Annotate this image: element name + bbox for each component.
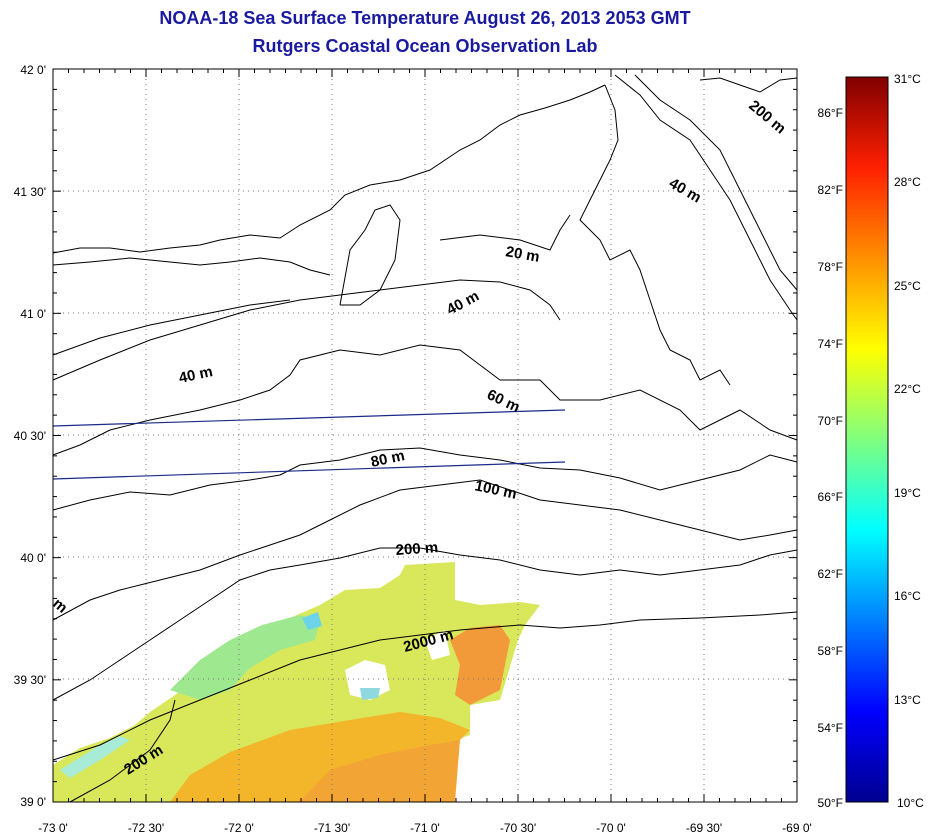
fahrenheit-label: 50°F [818,796,843,810]
fahrenheit-label: 54°F [818,721,843,735]
lat-label: 40 0' [20,551,46,565]
contour-label: 200 m [745,97,789,137]
celsius-label: 22°C [894,382,921,396]
celsius-label: 16°C [894,589,921,603]
fahrenheit-label: 82°F [818,183,843,197]
lon-label: -69 0' [782,821,812,835]
map-title: NOAA-18 Sea Surface Temperature August 2… [159,8,691,28]
celsius-label: 10°C [897,796,924,810]
lat-label: 40 30' [14,429,46,443]
lon-label: -72 0' [224,821,254,835]
contour-label: 40 m [444,287,482,318]
fahrenheit-label: 66°F [818,490,843,504]
fahrenheit-label: 70°F [818,414,843,428]
contour-label: 200 m [395,539,439,559]
contour-label: 40 m [666,175,704,207]
lat-label: 42 0' [20,63,46,77]
celsius-label: 13°C [894,693,921,707]
contour-label: 20 m [504,243,541,266]
lon-label: -70 0' [596,821,626,835]
fahrenheit-label: 62°F [818,567,843,581]
fahrenheit-label: 74°F [818,337,843,351]
colorbar [845,76,889,803]
lon-label: -69 30' [686,821,722,835]
fahrenheit-label: 58°F [818,644,843,658]
coastline [52,84,731,386]
lat-label: 39 0' [20,795,46,809]
longitude-labels: -73 0' -72 30' -72 0' -71 30' -71 0' -70… [38,821,812,835]
axis-ticks [52,68,798,803]
celsius-label: 25°C [894,279,921,293]
lon-label: -71 0' [410,821,440,835]
lon-label: -71 30' [314,821,350,835]
contour-label: 100 m [473,477,518,502]
celsius-label: 19°C [894,486,921,500]
lat-label: 39 30' [14,673,46,687]
transect-lines [52,409,566,480]
contour-label: 40 m [177,363,214,387]
contour-label: 80 m [369,447,406,471]
colorbar-celsius-labels: 31°C 28°C 25°C 22°C 19°C 16°C 13°C 10°C [894,72,924,810]
latitude-labels: 42 0' 41 30' 41 0' 40 30' 40 0' 39 30' 3… [14,63,46,809]
colorbar-fahrenheit-labels: 86°F 82°F 78°F 74°F 70°F 66°F 62°F 58°F … [818,106,843,810]
lat-label: 41 30' [14,185,46,199]
sst-data-field [53,562,540,802]
lon-label: -70 30' [500,821,536,835]
grid-lines [53,69,797,802]
fahrenheit-label: 78°F [818,260,843,274]
lon-label: -73 0' [38,821,68,835]
map-subtitle: Rutgers Coastal Ocean Observation Lab [252,36,598,56]
celsius-label: 28°C [894,175,921,189]
celsius-label: 31°C [894,72,921,86]
lon-label: -72 30' [128,821,164,835]
bathymetry-contours [52,74,798,803]
lat-label: 41 0' [20,307,46,321]
fahrenheit-label: 86°F [818,106,843,120]
